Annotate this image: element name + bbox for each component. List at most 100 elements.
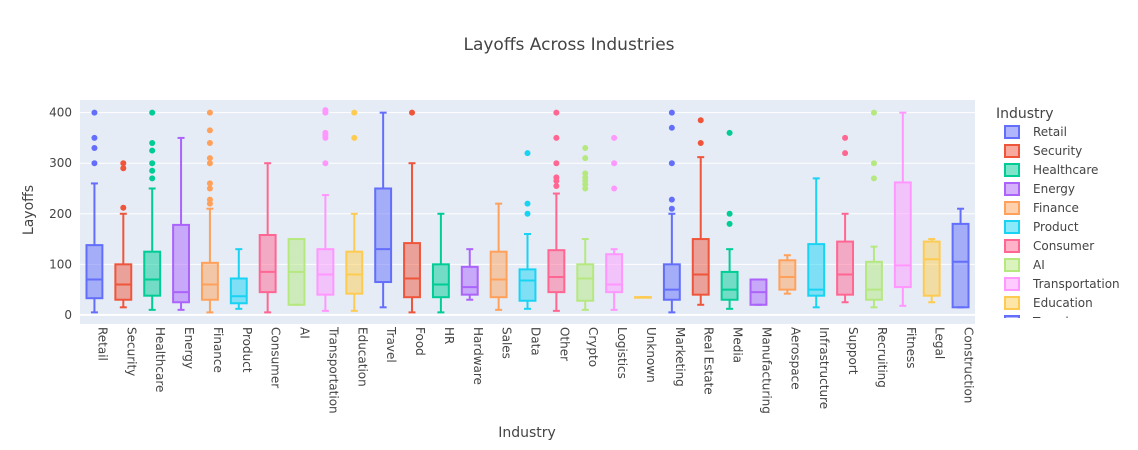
outlier-point bbox=[611, 134, 618, 141]
outlier-point bbox=[206, 185, 213, 192]
outlier-point bbox=[582, 155, 589, 162]
box-infrastructure bbox=[807, 177, 826, 309]
box-iqr bbox=[865, 260, 883, 301]
box-ai bbox=[287, 238, 306, 306]
legend-swatch bbox=[1004, 239, 1020, 253]
chart-title: Layoffs Across Industries bbox=[463, 35, 674, 55]
x-tick-label: Food bbox=[413, 327, 427, 356]
box-product bbox=[229, 248, 248, 310]
x-tick-label: Infrastructure bbox=[817, 327, 831, 409]
outlier-point bbox=[206, 139, 213, 146]
box-finance bbox=[200, 109, 219, 314]
y-tick-labels: 0 100 200 300 400 bbox=[49, 106, 72, 322]
outlier-point bbox=[91, 160, 98, 167]
box-consumer bbox=[258, 162, 277, 314]
box-iqr bbox=[143, 250, 162, 297]
outlier-point bbox=[842, 134, 849, 141]
box-data bbox=[518, 150, 537, 310]
legend-swatch bbox=[1004, 125, 1020, 139]
x-tick-label: Recruiting bbox=[875, 327, 889, 388]
box-iqr bbox=[605, 253, 624, 294]
legend-label: Travel bbox=[1032, 315, 1069, 329]
x-tick-label: Transportation bbox=[326, 326, 340, 414]
x-tick-label: Product bbox=[240, 327, 254, 373]
outlier-point bbox=[668, 124, 675, 131]
box-iqr bbox=[229, 277, 248, 305]
outlier-point bbox=[91, 134, 98, 141]
x-tick-label: HR bbox=[442, 327, 456, 344]
y-tick-label: 300 bbox=[49, 156, 72, 170]
legend-item-security: Security bbox=[1004, 144, 1082, 158]
outlier-point bbox=[149, 139, 156, 146]
x-tick-label: Consumer bbox=[269, 327, 283, 388]
legend-label: Finance bbox=[1033, 201, 1079, 215]
legend-item-product: Product bbox=[1004, 220, 1079, 234]
box-hr bbox=[431, 212, 450, 314]
box-iqr bbox=[662, 263, 681, 301]
outlier-point bbox=[726, 220, 733, 227]
outlier-point bbox=[149, 147, 156, 154]
x-tick-label: Healthcare bbox=[153, 327, 167, 392]
outlier-point bbox=[351, 134, 358, 141]
box-iqr bbox=[691, 238, 710, 296]
x-tick-label: Aerospace bbox=[788, 327, 802, 390]
legend-label: Healthcare bbox=[1033, 163, 1098, 177]
outlier-point bbox=[553, 174, 560, 181]
box-travel bbox=[374, 111, 393, 309]
box-healthcare bbox=[143, 109, 162, 311]
outlier-point bbox=[149, 167, 156, 174]
y-tick-label: 400 bbox=[49, 106, 72, 120]
box-iqr bbox=[951, 222, 970, 309]
x-tick-label: Other bbox=[557, 327, 571, 361]
outlier-point bbox=[322, 160, 329, 167]
outlier-point bbox=[524, 210, 531, 217]
box-iqr bbox=[576, 263, 595, 302]
legend-item-finance: Finance bbox=[1004, 201, 1079, 215]
outlier-point bbox=[206, 196, 213, 203]
box-manufacturing bbox=[749, 278, 768, 306]
outlier-point bbox=[842, 150, 849, 157]
legend-swatch bbox=[1004, 220, 1020, 234]
box-transportation bbox=[316, 107, 335, 312]
box-iqr bbox=[778, 259, 797, 291]
outlier-point bbox=[120, 160, 127, 167]
outlier-point bbox=[206, 155, 213, 162]
outlier-point bbox=[870, 175, 877, 182]
legend: Industry Retail Security Healthcare Energy F… bbox=[996, 106, 1120, 329]
x-tick-label: Crypto bbox=[586, 327, 600, 367]
y-tick-label: 0 bbox=[64, 308, 72, 322]
x-tick-label: Legal bbox=[933, 327, 947, 359]
box-food bbox=[403, 109, 421, 314]
legend-swatch bbox=[1004, 315, 1020, 318]
box-logistics bbox=[605, 134, 624, 311]
outlier-point bbox=[149, 109, 156, 116]
box-media bbox=[720, 129, 739, 310]
x-tick-label: Marketing bbox=[673, 327, 687, 387]
box-fitness bbox=[893, 111, 912, 307]
legend-item-education: Education bbox=[1004, 296, 1093, 310]
outlier-point bbox=[668, 160, 675, 167]
outlier-point bbox=[697, 117, 704, 124]
legend-swatch bbox=[1004, 182, 1020, 196]
box-iqr bbox=[460, 265, 479, 296]
x-axis-title: Industry bbox=[498, 425, 556, 441]
box-real-estate bbox=[691, 117, 710, 306]
x-tick-label: Data bbox=[529, 327, 543, 356]
legend-item-transportation: Transportation bbox=[1004, 277, 1120, 291]
y-axis-title: Layoffs bbox=[21, 185, 37, 235]
legend-label: Product bbox=[1033, 220, 1079, 234]
legend-label: Transportation bbox=[1032, 277, 1120, 291]
x-tick-label: Security bbox=[124, 327, 138, 376]
box-education bbox=[345, 109, 364, 312]
box-iqr bbox=[720, 270, 739, 301]
outlier-point bbox=[149, 160, 156, 167]
outlier-point bbox=[726, 129, 733, 136]
legend-swatch bbox=[1004, 201, 1020, 215]
box-iqr bbox=[316, 248, 335, 296]
legend-swatch bbox=[1004, 258, 1020, 272]
legend-item-travel: Travel bbox=[1004, 315, 1069, 329]
x-tick-label: Energy bbox=[182, 327, 196, 369]
outlier-point bbox=[553, 134, 560, 141]
box-iqr bbox=[547, 249, 566, 294]
